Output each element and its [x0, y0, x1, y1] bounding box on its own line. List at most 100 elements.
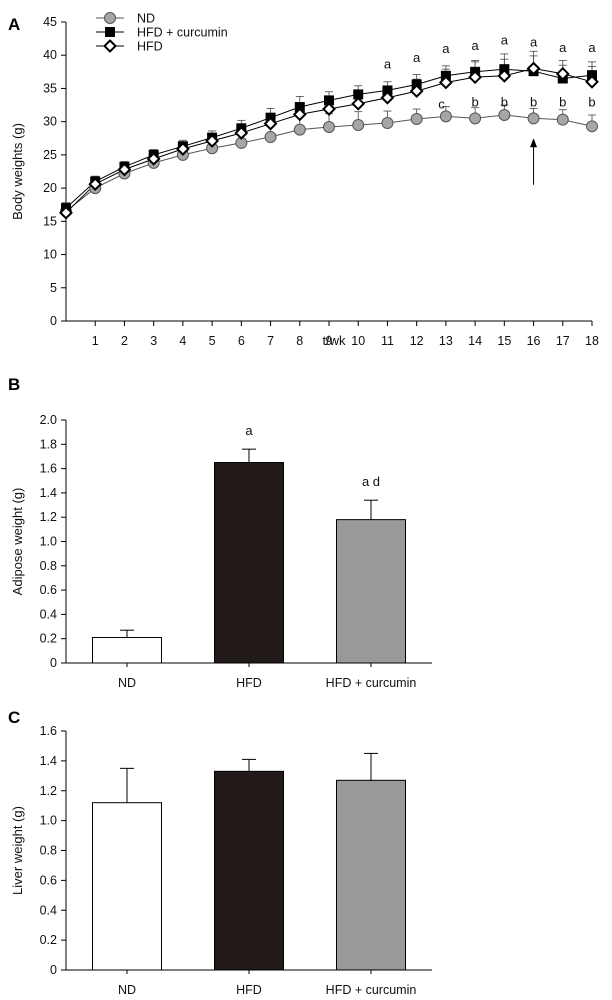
y-tick-label: 0.6: [40, 873, 57, 887]
x-tick-label: 11: [381, 334, 394, 348]
significance-label: a: [384, 57, 392, 72]
x-tick-label: 9: [326, 334, 333, 348]
data-point: [380, 90, 395, 105]
legend-label: HFD: [137, 40, 163, 54]
y-tick-label: 0.8: [40, 559, 57, 573]
legend-label: ND: [137, 12, 155, 26]
data-point: [59, 205, 73, 220]
data-point: [324, 95, 334, 106]
x-tick-label: HFD + curcumin: [326, 983, 417, 997]
y-tick-label: 40: [43, 48, 57, 62]
significance-label: c: [438, 96, 445, 111]
panel-label-c: C: [8, 708, 20, 727]
data-point: [175, 141, 190, 156]
y-tick-label: 30: [43, 115, 57, 129]
x-tick-label: 14: [468, 334, 482, 348]
data-point: [410, 113, 423, 126]
bar: [336, 519, 406, 664]
data-point: [323, 120, 335, 133]
y-tick-label: 10: [43, 248, 57, 262]
x-tick-label: 16: [527, 334, 541, 348]
y-tick-label: 25: [43, 148, 57, 162]
data-point: [352, 118, 365, 131]
data-point: [469, 112, 482, 125]
x-tick-label: 10: [351, 334, 365, 348]
x-tick-label: HFD: [236, 676, 262, 690]
y-tick-label: 1.4: [40, 486, 57, 500]
data-point: [409, 84, 424, 99]
series-line: [65, 67, 593, 214]
y-tick-label: 1.0: [40, 535, 57, 549]
x-tick-label: ND: [118, 676, 136, 690]
data-point: [294, 102, 305, 113]
bar: [336, 779, 406, 971]
x-tick-label: HFD: [236, 983, 262, 997]
x-tick-label: 1: [92, 334, 99, 348]
x-tick-label: 6: [238, 334, 245, 348]
y-tick-label: 1.2: [40, 510, 57, 524]
significance-label: b: [588, 94, 595, 109]
chart-liver-weight: 0 0.2 0.4 0.6 0.8 1.0 1.2 1.4 1.6 ND HFD HFD + curc…: [10, 724, 432, 997]
significance-label: a d: [362, 474, 380, 489]
legend-marker: [104, 12, 116, 24]
y-tick-label: 35: [43, 81, 57, 95]
data-point: [585, 74, 599, 89]
bar: [214, 770, 284, 971]
y-tick-label: 0: [50, 656, 57, 670]
data-point: [293, 123, 306, 136]
data-point: [381, 116, 394, 129]
y-tick-label: 1.8: [40, 437, 57, 451]
y-tick-label: 0: [50, 963, 57, 977]
x-tick-label: 12: [410, 334, 424, 348]
x-tick-label: 15: [497, 334, 511, 348]
y-tick-label: 20: [43, 181, 57, 195]
significance-label: a: [530, 35, 538, 50]
x-tick-label: ND: [118, 983, 136, 997]
y-tick-label: 0: [50, 314, 57, 328]
y-tick-label: 0.4: [40, 903, 57, 917]
significance-label: a: [413, 50, 421, 65]
x-tick-label: 2: [121, 334, 128, 348]
y-axis-title: Liver weight (g): [10, 806, 25, 895]
data-point: [382, 85, 393, 96]
x-tick-label: 13: [439, 334, 453, 348]
chart-adipose-weight: 0 0.2 0.4 0.6 0.8 1.0 1.2 1.4 1.6 1.8 2.0 ND a HFD a d…: [10, 413, 432, 690]
significance-label: a: [471, 38, 479, 53]
y-tick-label: 5: [50, 281, 57, 295]
panel-label-b: B: [8, 375, 20, 394]
y-tick-label: 0.4: [40, 607, 57, 621]
x-tick-label: 4: [179, 334, 186, 348]
y-tick-label: 0.2: [40, 632, 57, 646]
data-point: [439, 110, 452, 123]
y-tick-label: 15: [43, 214, 57, 228]
y-tick-label: 1.2: [40, 784, 57, 798]
legend-label: HFD + curcumin: [137, 26, 228, 40]
x-tick-label: HFD + curcumin: [326, 676, 417, 690]
significance-label: a: [559, 40, 567, 55]
legend-marker: [105, 27, 115, 37]
y-tick-label: 1.4: [40, 754, 57, 768]
x-tick-label: 8: [296, 334, 303, 348]
legend-marker: [103, 39, 117, 53]
data-point: [353, 89, 364, 100]
data-point: [497, 68, 512, 83]
significance-label: a: [245, 423, 253, 438]
significance-label: a: [588, 40, 596, 55]
data-point: [527, 112, 540, 125]
significance-label: b: [559, 94, 566, 109]
data-point: [234, 126, 249, 140]
y-tick-label: 45: [43, 15, 57, 29]
x-axis-title: t/wk: [322, 333, 346, 348]
bar: [92, 636, 162, 664]
data-point: [117, 162, 132, 177]
significance-label: b: [530, 94, 537, 109]
bar: [92, 802, 162, 971]
x-tick-label: 18: [585, 334, 599, 348]
data-point: [264, 130, 277, 143]
y-tick-label: 1.6: [40, 724, 57, 738]
y-tick-label: 1.6: [40, 462, 57, 476]
data-point: [351, 96, 366, 111]
